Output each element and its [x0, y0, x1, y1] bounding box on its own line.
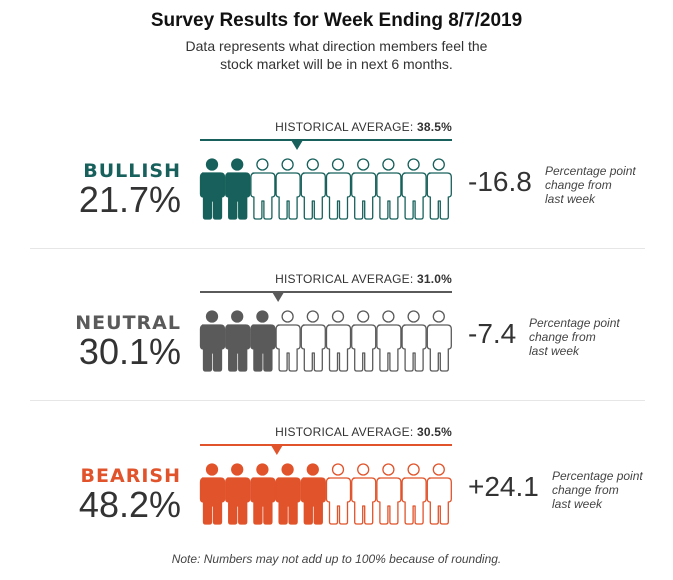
person-icon-empty [325, 310, 352, 372]
row-divider [30, 248, 645, 249]
person-icon-filled [275, 463, 301, 525]
historical-average-text: HISTORICAL AVERAGE: [275, 425, 414, 439]
historical-average-value: 38.5% [416, 120, 452, 134]
person-icon-empty [351, 310, 377, 372]
person-icon-filled [199, 158, 226, 220]
category-row-neutral: HISTORICAL AVERAGE: 31.0% NEUTRAL 30.1% … [0, 272, 673, 412]
category-name: BULLISH [83, 160, 181, 182]
historical-average-text: HISTORICAL AVERAGE: [275, 120, 414, 134]
row-divider [30, 400, 645, 401]
person-icon-filled [199, 310, 226, 372]
historical-average-value: 31.0% [416, 272, 452, 286]
change-value: -7.4 [468, 318, 517, 349]
historical-average-value: 30.5% [416, 425, 452, 439]
historical-average-pointer [291, 140, 304, 150]
category-row-bullish: HISTORICAL AVERAGE: 38.5% BULLISH 21.7% … [0, 120, 673, 260]
category-row-bearish: HISTORICAL AVERAGE: 30.5% BEARISH 48.2% … [0, 425, 673, 565]
person-icon-row [199, 158, 452, 220]
historical-average-label: HISTORICAL AVERAGE: 31.0% [200, 272, 452, 286]
person-icon-filled [199, 463, 226, 525]
change-note-line-2: change from [529, 330, 596, 344]
person-icon-empty [325, 463, 352, 525]
subtitle-line-2: stock market will be in next 6 months. [220, 56, 453, 72]
historical-average-pointer [272, 292, 285, 302]
person-icon-filled [225, 158, 251, 220]
category-percent: 30.1% [78, 331, 181, 372]
change-note-line-1: Percentage point [545, 164, 636, 178]
person-icon-empty [275, 158, 301, 220]
category-percent: 48.2% [78, 484, 181, 525]
historical-average-text: HISTORICAL AVERAGE: [275, 272, 414, 286]
change-note: Percentage point change from last week [552, 469, 643, 511]
person-icon-filled [225, 310, 251, 372]
historical-average-marker [200, 444, 452, 455]
person-icon-row [199, 463, 452, 525]
footnote: Note: Numbers may not add up to 100% bec… [171, 552, 502, 566]
person-icon-empty [426, 463, 452, 525]
category-name: NEUTRAL [75, 312, 181, 334]
person-icon-empty [401, 463, 427, 525]
historical-average-marker [200, 139, 452, 150]
chart-title: Survey Results for Week Ending 8/7/2019 [150, 10, 523, 31]
category-name: BEARISH [80, 465, 181, 487]
category-percent: 21.7% [78, 179, 181, 220]
person-icon-empty [401, 158, 427, 220]
person-icon-empty [325, 158, 352, 220]
change-note-line-3: last week [529, 344, 580, 358]
historical-average-marker [200, 291, 452, 302]
person-icon-filled [250, 310, 276, 372]
chart-subtitle: Data represents what direction members f… [0, 37, 673, 73]
person-icon-empty [250, 158, 276, 220]
historical-average-label: HISTORICAL AVERAGE: 38.5% [200, 120, 452, 134]
change-value: -16.8 [468, 166, 532, 197]
person-icon-empty [376, 310, 402, 372]
person-icon-empty [376, 158, 402, 220]
change-note-line-1: Percentage point [529, 316, 620, 330]
person-icon-filled [225, 463, 251, 525]
person-icon-empty [351, 158, 377, 220]
change-note-line-3: last week [545, 192, 596, 206]
subtitle-line-1: Data represents what direction members f… [185, 38, 488, 54]
change-value: +24.1 [468, 471, 539, 502]
change-note: Percentage point change from last week [545, 164, 636, 206]
historical-average-label: HISTORICAL AVERAGE: 30.5% [200, 425, 452, 439]
person-icon-empty [351, 463, 377, 525]
change-note: Percentage point change from last week [529, 316, 620, 358]
person-icon-empty [275, 310, 301, 372]
change-note-line-2: change from [545, 178, 612, 192]
person-icon-empty [426, 310, 452, 372]
person-icon-filled [300, 463, 326, 525]
person-icon-filled [250, 463, 276, 525]
historical-average-pointer [270, 445, 283, 455]
person-icon-empty [426, 158, 452, 220]
person-icon-row [199, 310, 452, 372]
person-icon-empty [401, 310, 427, 372]
change-note-line-1: Percentage point [552, 469, 643, 483]
person-icon-empty [300, 310, 326, 372]
person-icon-empty [300, 158, 326, 220]
change-note-line-3: last week [552, 497, 603, 511]
change-note-line-2: change from [552, 483, 619, 497]
person-icon-empty [376, 463, 402, 525]
